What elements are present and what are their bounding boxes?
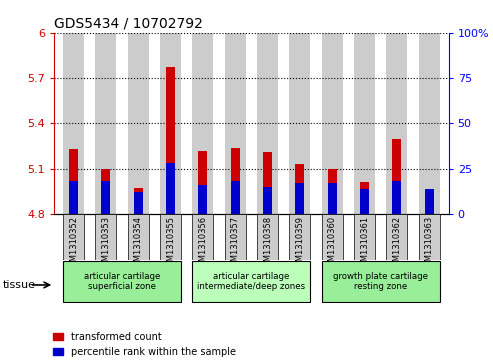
Bar xyxy=(328,169,337,214)
Bar xyxy=(198,185,208,214)
Bar xyxy=(289,214,311,260)
Bar xyxy=(392,182,401,214)
Text: GSM1310355: GSM1310355 xyxy=(166,216,175,272)
Bar xyxy=(63,33,84,214)
Bar xyxy=(69,182,78,214)
Bar xyxy=(322,261,440,302)
Bar xyxy=(424,193,434,214)
Bar xyxy=(192,214,213,260)
Bar xyxy=(134,192,143,214)
Bar xyxy=(360,182,369,214)
Bar xyxy=(166,68,175,214)
Bar xyxy=(231,182,240,214)
Bar xyxy=(295,164,305,214)
Bar xyxy=(360,189,369,214)
Bar xyxy=(128,214,149,260)
Bar xyxy=(424,189,434,214)
Text: GSM1310357: GSM1310357 xyxy=(231,216,240,272)
Bar xyxy=(387,33,407,214)
Text: articular cartilage
superficial zone: articular cartilage superficial zone xyxy=(84,272,160,291)
Text: GSM1310352: GSM1310352 xyxy=(69,216,78,272)
Bar xyxy=(328,183,337,214)
Bar xyxy=(322,33,343,214)
Bar xyxy=(102,182,110,214)
Bar xyxy=(102,169,110,214)
Text: GSM1310356: GSM1310356 xyxy=(199,216,208,272)
Bar xyxy=(354,214,375,260)
Text: GSM1310360: GSM1310360 xyxy=(328,216,337,272)
Bar xyxy=(63,261,181,302)
Bar xyxy=(322,214,343,260)
Text: GSM1310354: GSM1310354 xyxy=(134,216,143,272)
Bar xyxy=(231,148,240,214)
Bar xyxy=(257,214,278,260)
Bar xyxy=(387,214,407,260)
Bar xyxy=(96,33,116,214)
Bar xyxy=(198,151,208,214)
Bar xyxy=(392,139,401,214)
Bar xyxy=(160,33,181,214)
Text: growth plate cartilage
resting zone: growth plate cartilage resting zone xyxy=(333,272,428,291)
Text: GSM1310359: GSM1310359 xyxy=(295,216,304,272)
Legend: transformed count, percentile rank within the sample: transformed count, percentile rank withi… xyxy=(49,328,240,360)
Bar xyxy=(257,33,278,214)
Bar xyxy=(295,183,305,214)
Bar xyxy=(128,33,149,214)
Text: GDS5434 / 10702792: GDS5434 / 10702792 xyxy=(54,16,203,30)
Text: GSM1310358: GSM1310358 xyxy=(263,216,272,272)
Bar xyxy=(192,261,311,302)
Bar xyxy=(263,152,272,214)
Text: articular cartilage
intermediate/deep zones: articular cartilage intermediate/deep zo… xyxy=(197,272,306,291)
Text: GSM1310361: GSM1310361 xyxy=(360,216,369,272)
Bar xyxy=(354,33,375,214)
Bar xyxy=(225,33,246,214)
Bar xyxy=(63,214,84,260)
Text: GSM1310362: GSM1310362 xyxy=(392,216,401,272)
Bar xyxy=(225,214,246,260)
Bar xyxy=(192,33,213,214)
Text: GSM1310363: GSM1310363 xyxy=(425,216,434,272)
Text: GSM1310353: GSM1310353 xyxy=(102,216,110,272)
Bar xyxy=(419,214,440,260)
Bar xyxy=(166,163,175,214)
Bar xyxy=(160,214,181,260)
Bar xyxy=(69,149,78,214)
Text: tissue: tissue xyxy=(2,280,35,290)
Bar xyxy=(263,187,272,214)
Bar xyxy=(96,214,116,260)
Bar xyxy=(419,33,440,214)
Bar xyxy=(134,188,143,214)
Bar xyxy=(289,33,311,214)
